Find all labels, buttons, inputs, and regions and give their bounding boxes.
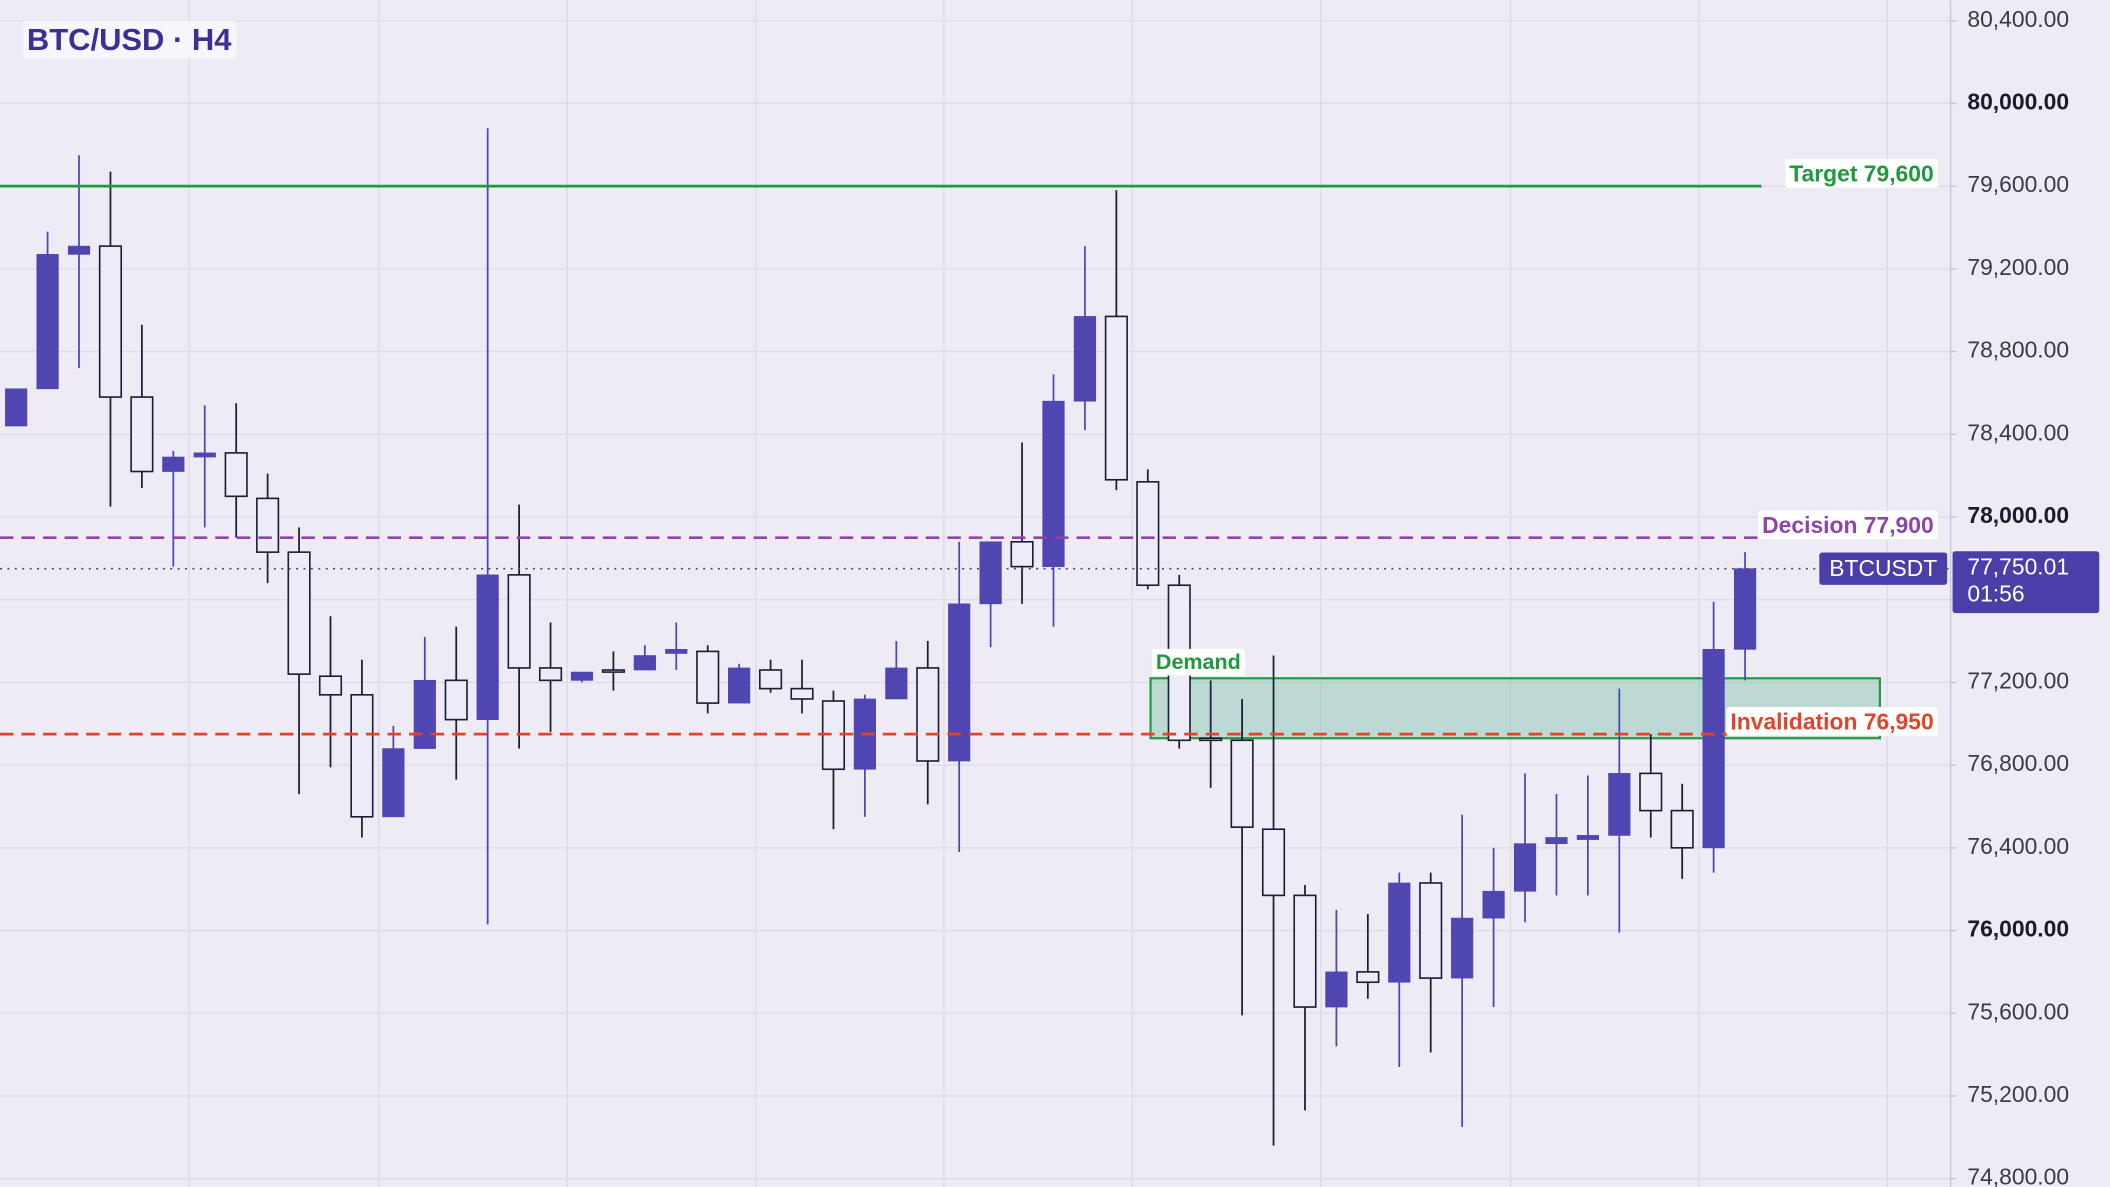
level-label: Target 79,600	[1789, 160, 1933, 186]
y-tick-label: 75,200.00	[1967, 1081, 2069, 1107]
candle-body	[948, 603, 971, 762]
candle-body	[633, 655, 656, 671]
candle-body	[1545, 837, 1568, 845]
label-background	[1785, 159, 1938, 188]
candle-body	[67, 245, 91, 255]
price-badge	[1952, 551, 2100, 614]
overlay: Demand Target 79,600 Decision 77,900 Invali…	[0, 20, 2100, 736]
candle-body	[1702, 648, 1725, 849]
candle-body	[36, 254, 59, 390]
candle-body	[350, 694, 374, 818]
level-label: Decision 77,900	[1762, 512, 1934, 538]
grid	[0, 0, 1950, 1187]
chart-title: BTC/USD · H4	[27, 22, 232, 57]
candle-body	[759, 669, 783, 690]
candle-body	[1576, 835, 1599, 840]
y-tick-label: 74,800.00	[1967, 1164, 2069, 1187]
candle-body	[193, 452, 216, 458]
candle-body	[287, 551, 311, 675]
candle-body	[1293, 894, 1317, 1008]
candle-body	[570, 671, 594, 681]
candle-body	[916, 667, 940, 762]
label-background	[1151, 648, 1245, 676]
candle-body	[1639, 772, 1663, 812]
candle-body	[885, 667, 908, 700]
candle-body	[665, 648, 688, 654]
candle-body	[1482, 890, 1505, 919]
zone-label: Demand	[1156, 650, 1241, 674]
candle-body	[1451, 917, 1474, 979]
y-tick-label: 80,400.00	[1967, 6, 2069, 32]
candle-body	[98, 245, 123, 398]
y-tick-label: 76,400.00	[1967, 833, 2069, 859]
y-tick-label: 75,600.00	[1967, 998, 2069, 1024]
candle-body	[1042, 400, 1065, 567]
level-label: Invalidation 76,950	[1730, 708, 1933, 734]
y-tick-label: 80,000.00	[1967, 88, 2069, 114]
candle-body	[1261, 828, 1286, 897]
candle-body	[696, 650, 720, 704]
candle-body	[1010, 540, 1034, 568]
symbol-label: BTCUSDT	[1829, 555, 1937, 581]
candle-body	[1419, 882, 1443, 979]
candle-body	[130, 396, 154, 473]
candle-body	[476, 574, 499, 720]
y-tick-label: 76,000.00	[1967, 916, 2069, 942]
candle-body	[5, 388, 28, 427]
symbol-badge	[1819, 552, 1948, 585]
y-tick-label: 79,200.00	[1967, 254, 2069, 280]
y-tick-label: 78,800.00	[1967, 337, 2069, 363]
candle-body	[538, 667, 563, 682]
candle-body	[790, 687, 814, 700]
candle-body	[1230, 739, 1254, 828]
y-tick-label: 76,800.00	[1967, 750, 2069, 776]
price-badge-countdown: 01:56	[1967, 581, 2024, 607]
label-background	[1758, 510, 1938, 540]
candle-body	[507, 574, 531, 669]
candle-body	[382, 748, 405, 818]
candle-body	[1356, 971, 1380, 984]
candle-body	[224, 452, 248, 498]
candle-body	[1513, 843, 1537, 892]
candle-body	[601, 669, 625, 673]
candle-body	[1670, 809, 1694, 849]
y-tick-label: 79,600.00	[1967, 171, 2069, 197]
candle-body	[1073, 316, 1097, 402]
candle-body	[444, 679, 468, 721]
candle-body	[1608, 773, 1631, 836]
label-background	[22, 20, 237, 59]
y-tick-label: 77,200.00	[1967, 667, 2069, 693]
candle-body	[1199, 737, 1223, 742]
candle-body	[1325, 971, 1348, 1008]
candle-body	[1136, 481, 1160, 587]
label-background	[1726, 707, 1938, 736]
candle-body	[1388, 882, 1411, 983]
candle-body	[256, 497, 280, 553]
price-badge-value: 77,750.01	[1967, 554, 2069, 580]
candle-body	[728, 667, 751, 704]
y-tick-label: 78,000.00	[1967, 502, 2069, 528]
candle-body	[318, 675, 343, 696]
candle-body	[1733, 568, 1757, 650]
candle-body	[1104, 315, 1128, 481]
candle-body	[413, 680, 436, 749]
candle-body	[979, 541, 1002, 605]
candle-body	[162, 456, 185, 472]
y-tick-label: 78,400.00	[1967, 419, 2069, 445]
